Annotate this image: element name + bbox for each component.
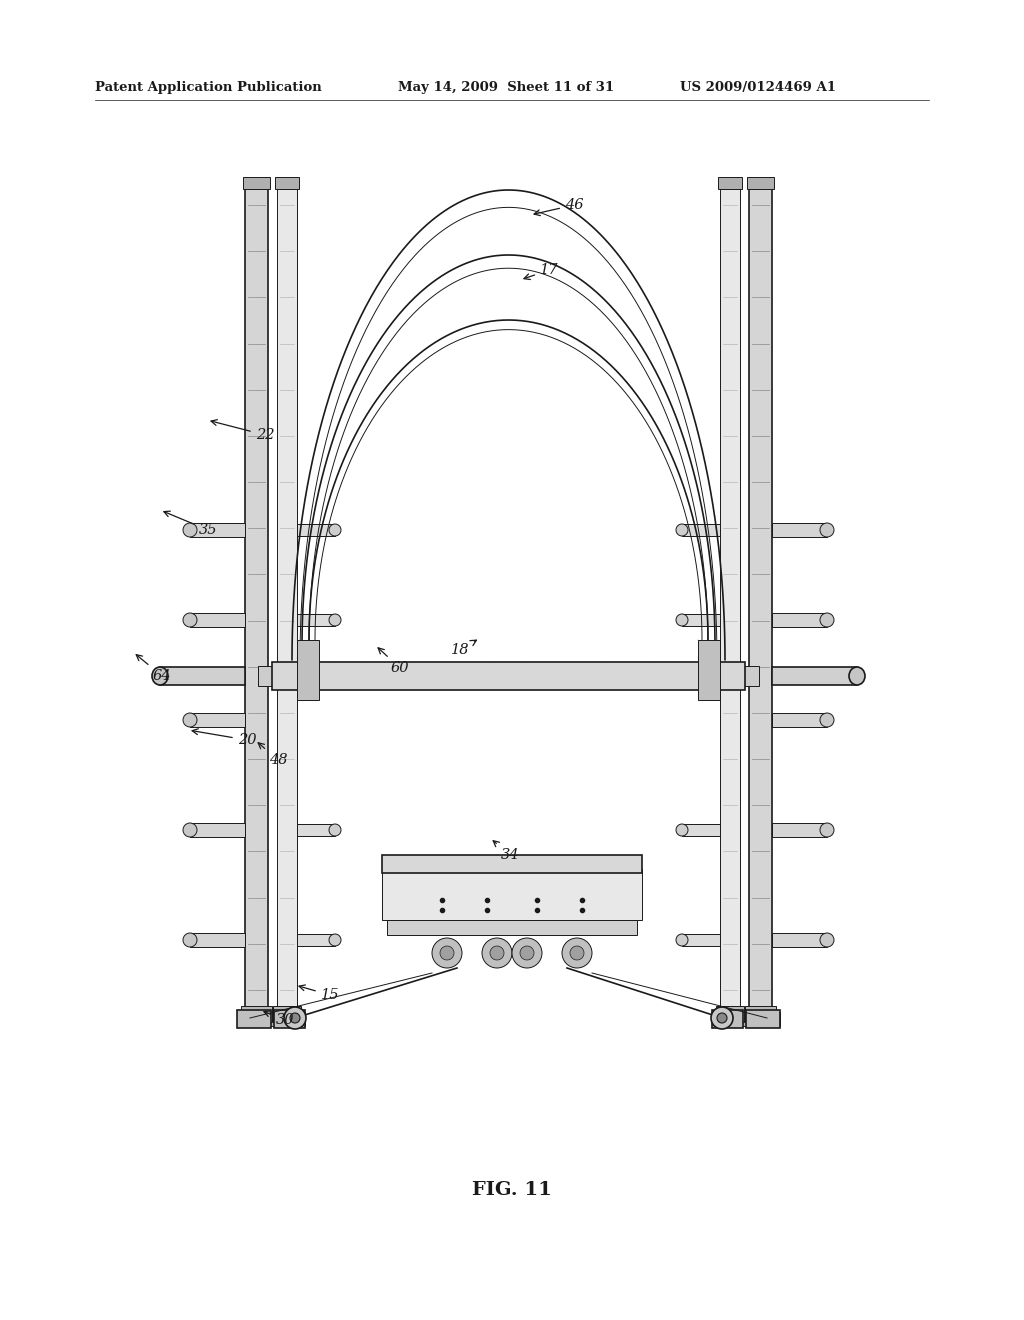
- Text: 15: 15: [299, 985, 339, 1002]
- Ellipse shape: [329, 614, 341, 626]
- Bar: [720, 185, 740, 1010]
- Bar: [297, 614, 335, 626]
- Ellipse shape: [183, 523, 197, 537]
- Text: 30: 30: [264, 1011, 294, 1027]
- Bar: [258, 667, 282, 686]
- Circle shape: [717, 1012, 727, 1023]
- Text: Patent Application Publication: Patent Application Publication: [95, 82, 322, 95]
- Text: May 14, 2009  Sheet 11 of 31: May 14, 2009 Sheet 11 of 31: [398, 82, 614, 95]
- Bar: [297, 824, 335, 836]
- Ellipse shape: [329, 524, 341, 536]
- Bar: [712, 1012, 780, 1026]
- Bar: [772, 933, 827, 946]
- Ellipse shape: [676, 935, 688, 946]
- Bar: [718, 177, 742, 189]
- Circle shape: [711, 1007, 733, 1030]
- Ellipse shape: [820, 523, 834, 537]
- Bar: [275, 177, 299, 189]
- Bar: [749, 185, 772, 1010]
- Bar: [382, 869, 642, 920]
- Ellipse shape: [820, 933, 834, 946]
- Bar: [272, 663, 745, 690]
- Text: 22: 22: [211, 420, 274, 442]
- Bar: [274, 1010, 305, 1028]
- Text: 60: 60: [378, 648, 410, 675]
- Circle shape: [520, 946, 534, 960]
- Ellipse shape: [820, 822, 834, 837]
- Bar: [245, 185, 268, 1010]
- Bar: [190, 612, 245, 627]
- Bar: [772, 667, 857, 685]
- Bar: [682, 614, 720, 626]
- Bar: [160, 667, 245, 685]
- Circle shape: [512, 939, 542, 968]
- Ellipse shape: [183, 933, 197, 946]
- Bar: [237, 1010, 271, 1028]
- Bar: [190, 822, 245, 837]
- Bar: [237, 1012, 305, 1026]
- Ellipse shape: [820, 713, 834, 727]
- Bar: [382, 855, 642, 873]
- Text: 64: 64: [136, 655, 171, 682]
- Bar: [735, 667, 759, 686]
- Bar: [745, 1006, 776, 1022]
- Circle shape: [570, 946, 584, 960]
- Ellipse shape: [152, 667, 168, 685]
- Ellipse shape: [676, 824, 688, 836]
- Ellipse shape: [676, 524, 688, 536]
- Circle shape: [490, 946, 504, 960]
- Bar: [716, 1006, 744, 1022]
- Bar: [190, 933, 245, 946]
- Bar: [297, 935, 335, 946]
- Bar: [746, 1010, 780, 1028]
- Circle shape: [440, 946, 454, 960]
- Bar: [772, 523, 827, 537]
- Bar: [297, 640, 319, 700]
- Text: 20: 20: [193, 729, 256, 747]
- Ellipse shape: [183, 612, 197, 627]
- Bar: [772, 713, 827, 727]
- Bar: [241, 1006, 272, 1022]
- Bar: [190, 523, 245, 537]
- Bar: [746, 177, 774, 189]
- Text: US 2009/0124469 A1: US 2009/0124469 A1: [680, 82, 836, 95]
- Bar: [387, 920, 637, 935]
- Bar: [190, 713, 245, 727]
- Bar: [278, 185, 297, 1010]
- Circle shape: [562, 939, 592, 968]
- Ellipse shape: [183, 713, 197, 727]
- Bar: [772, 612, 827, 627]
- Circle shape: [290, 1012, 300, 1023]
- Ellipse shape: [183, 822, 197, 837]
- Bar: [712, 1010, 743, 1028]
- Ellipse shape: [329, 935, 341, 946]
- Text: 35: 35: [164, 511, 217, 537]
- Bar: [772, 822, 827, 837]
- Bar: [297, 524, 335, 536]
- Text: FIG. 11: FIG. 11: [472, 1181, 552, 1199]
- Circle shape: [284, 1007, 306, 1030]
- Bar: [273, 1006, 301, 1022]
- Ellipse shape: [849, 667, 865, 685]
- Bar: [243, 177, 270, 189]
- Bar: [682, 824, 720, 836]
- Circle shape: [432, 939, 462, 968]
- Ellipse shape: [676, 614, 688, 626]
- Text: 48: 48: [258, 743, 288, 767]
- Ellipse shape: [329, 824, 341, 836]
- Bar: [682, 935, 720, 946]
- Text: 46: 46: [535, 198, 584, 215]
- Bar: [698, 640, 720, 700]
- Bar: [682, 524, 720, 536]
- Ellipse shape: [820, 612, 834, 627]
- Text: 34: 34: [494, 841, 519, 862]
- Text: 17: 17: [524, 263, 558, 280]
- Circle shape: [482, 939, 512, 968]
- Text: 18: 18: [451, 640, 476, 657]
